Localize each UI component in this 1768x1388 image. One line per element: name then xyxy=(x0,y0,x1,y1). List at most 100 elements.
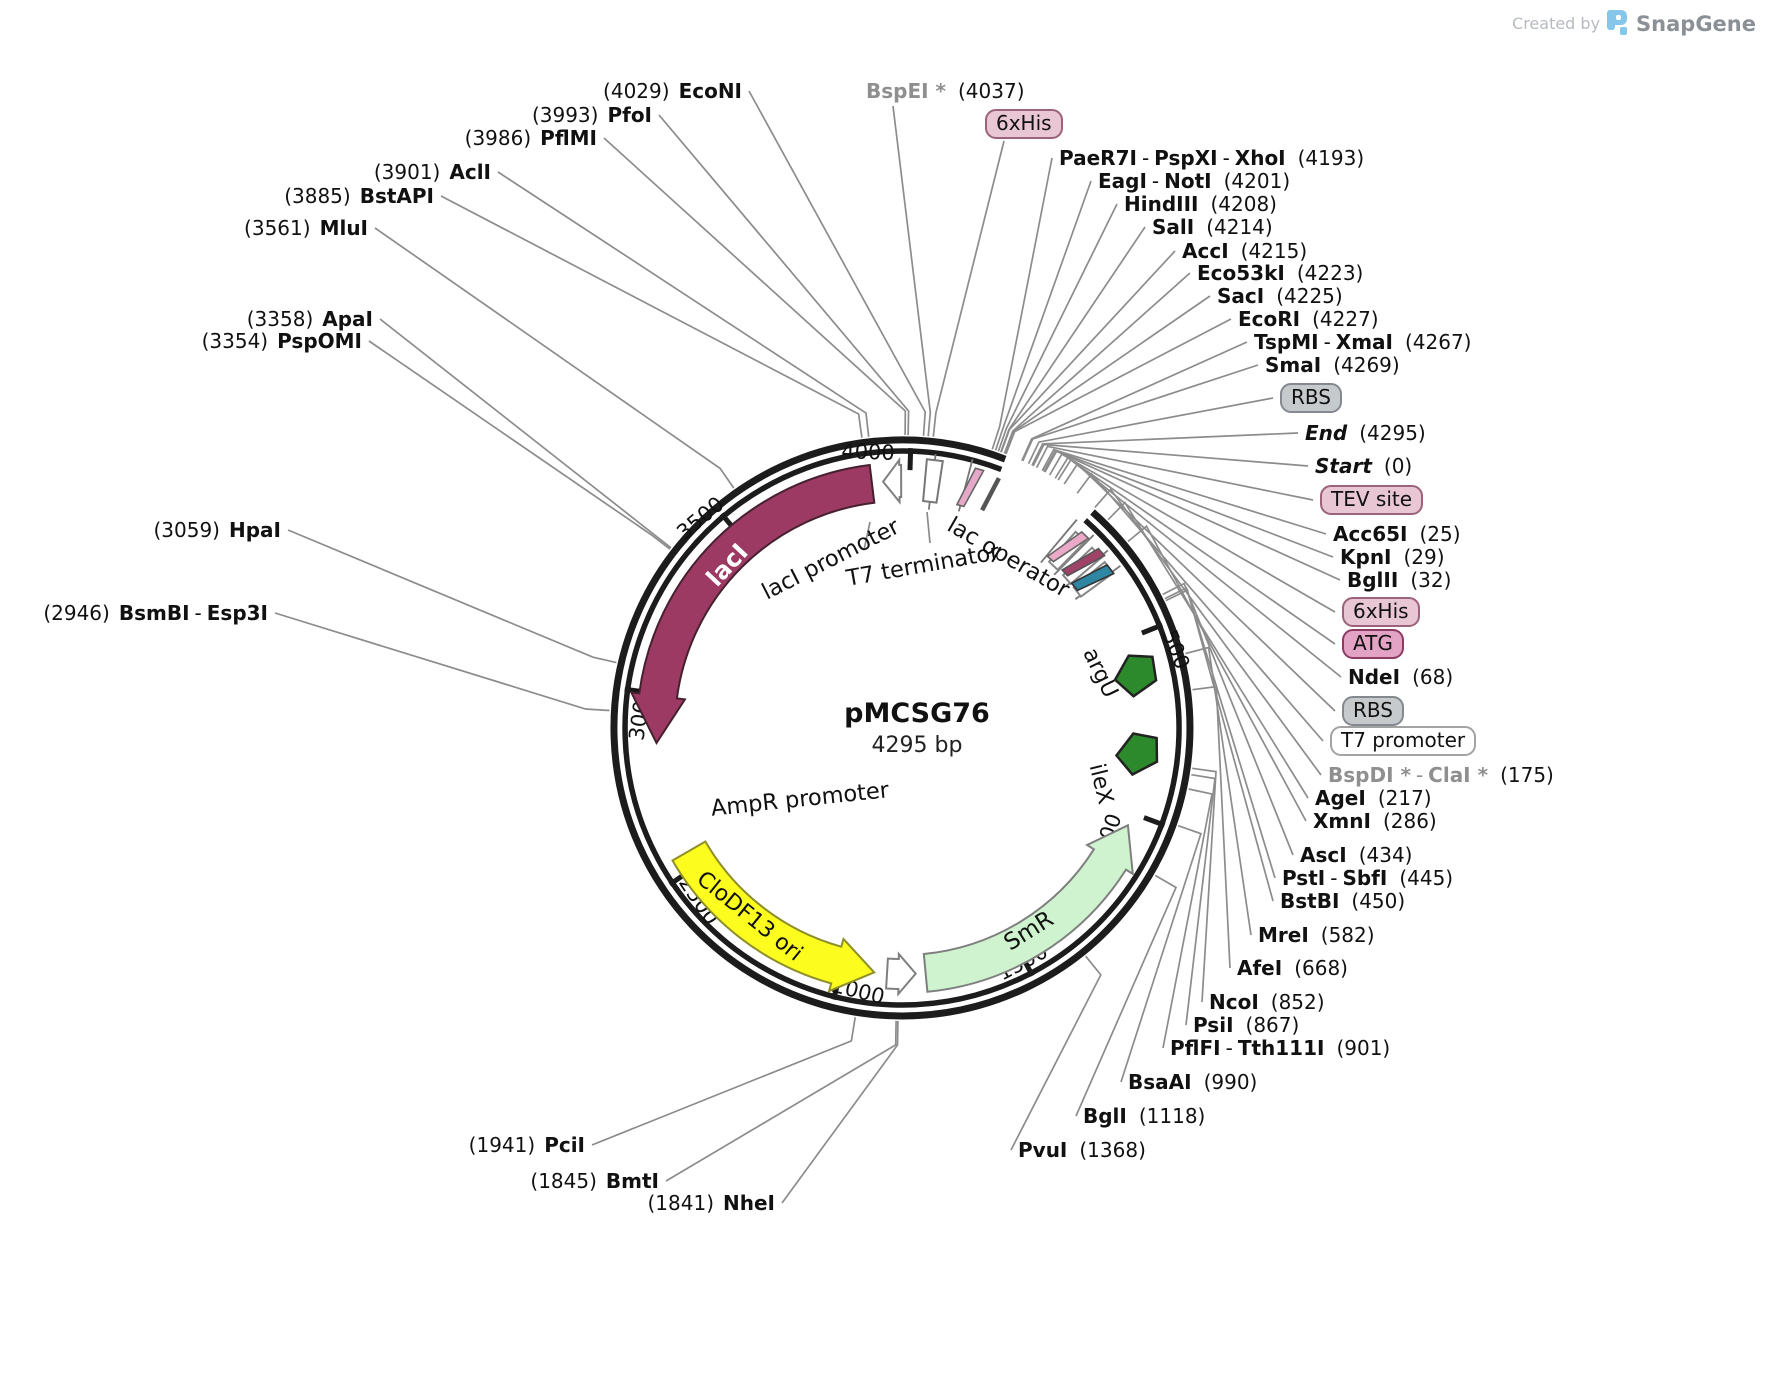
rbs-glyph xyxy=(1070,563,1115,592)
tick-1000 xyxy=(1143,815,1166,828)
backbone-outer-ring xyxy=(610,436,1194,1020)
leader-line-Start xyxy=(1032,443,1309,467)
leader-line-BmtI xyxy=(665,1020,897,1182)
leader-line-EcoNI xyxy=(748,90,927,436)
site-label-PciI: (1941) PciI xyxy=(468,1133,585,1157)
site-label-NdeI: NdeI (68) xyxy=(1348,665,1454,689)
site-label-NheI: (1841) NheI xyxy=(647,1191,776,1215)
leader-line-XmnI xyxy=(1127,524,1307,822)
leader-line-PflMI xyxy=(603,137,907,436)
site-label-AccI: AccI (4215) xyxy=(1182,239,1308,263)
site-label-HpaI: (3059) HpaI xyxy=(153,518,281,542)
site-label-RBS-1: RBS xyxy=(1280,383,1342,413)
glyph-stem-2 xyxy=(1040,519,1078,564)
site-label-XmnI: XmnI (286) xyxy=(1313,809,1437,833)
site-label-AgeI: AgeI (217) xyxy=(1315,786,1432,810)
feature-lacI xyxy=(629,463,876,746)
site-label-BstBI: BstBI (450) xyxy=(1280,889,1406,913)
site-label-TspMI-XmaI: TspMI - XmaI (4267) xyxy=(1254,330,1472,354)
site-label-BsaAI: BsaAI (990) xyxy=(1128,1070,1258,1094)
site-label-SalI: SalI (4214) xyxy=(1152,215,1273,239)
site-label-AfeI: AfeI (668) xyxy=(1237,956,1348,980)
site-label-PflFI-Tth111I: PflFI - Tth111I (901) xyxy=(1170,1036,1391,1060)
leader-line-TspMI-XmaI xyxy=(1021,341,1248,462)
tick-label-500: 500 xyxy=(1157,627,1194,673)
site-label-HindIII: HindIII (4208) xyxy=(1124,192,1277,216)
leader-line-T7-promoter xyxy=(1076,472,1324,742)
site-label-EcoNI: (4029) EcoNI xyxy=(603,79,742,103)
site-label-BglI: BglI (1118) xyxy=(1083,1104,1206,1128)
leader-line-PciI xyxy=(591,1017,857,1146)
site-label-EagI-NotI: EagI - NotI (4201) xyxy=(1098,169,1291,193)
tick-500 xyxy=(1140,622,1164,636)
site-label-T7-promoter: T7 promoter xyxy=(1330,726,1477,756)
site-label-AclI: (3901) AclI xyxy=(373,160,491,184)
lac-operator-glyph xyxy=(955,467,985,508)
leader-line-AgeI xyxy=(1107,501,1309,799)
leader-line-NcoI xyxy=(1192,767,1217,1003)
leader-line-BsmBI-Esp3I xyxy=(274,612,610,712)
label-stub-0 xyxy=(863,521,871,551)
AmpR-promoter-label: AmpR promoter xyxy=(710,777,891,822)
site-label-BspDI-ClaI: BspDI * - ClaI * (175) xyxy=(1328,763,1554,787)
site-label-ApaI: (3358) ApaI xyxy=(246,307,373,331)
feature-argU-arrow xyxy=(1113,654,1158,698)
T7-terminator-glyph xyxy=(922,458,944,504)
leader-line-BspEI xyxy=(892,105,932,437)
leader-line-NheI xyxy=(781,1020,899,1204)
feature-ileX-arrow xyxy=(1114,732,1159,777)
leader-line-BsaAI xyxy=(1120,824,1202,1083)
site-label-AscI: AscI (434) xyxy=(1300,843,1413,867)
site-label-SacI: SacI (4225) xyxy=(1217,284,1343,308)
site-label-RBS-2: RBS xyxy=(1342,696,1404,726)
site-label-BmtI: (1845) BmtI xyxy=(530,1169,659,1193)
site-label-BspEI: BspEI * (4037) xyxy=(866,79,1025,103)
site-label-PstI-SbfI: PstI - SbfI (445) xyxy=(1282,866,1454,890)
site-label-End: End (4295) xyxy=(1305,421,1426,445)
leader-line-6xHis-right xyxy=(1048,453,1336,613)
tick-label-4000: 4000 xyxy=(841,439,895,465)
leader-line-BstBI xyxy=(1165,588,1274,902)
site-label-PaeR7I-PspXI-XhoI: PaeR7I - PspXI - XhoI (4193) xyxy=(1059,146,1365,170)
site-label-ATG: ATG xyxy=(1342,629,1404,659)
feature-CloDF13-ori xyxy=(671,840,876,993)
leader-line-EagI-NotI xyxy=(994,180,1092,451)
plasmid-size: 4295 bp xyxy=(871,733,963,758)
leader-line-AclI xyxy=(497,171,870,437)
site-label-NcoI: NcoI (852) xyxy=(1209,990,1325,1014)
site-label-Acc65I: Acc65I (25) xyxy=(1333,522,1461,546)
leader-line-BspDI-ClaI xyxy=(1094,488,1322,776)
leader-line-HindIII xyxy=(997,203,1118,452)
marker-slash xyxy=(980,477,1001,512)
leader-line-SacI xyxy=(1004,295,1211,455)
leader-line-NdeI xyxy=(1057,458,1342,678)
site-label-SmaI: SmaI (4269) xyxy=(1265,353,1400,377)
leader-line-MreI xyxy=(1185,646,1252,936)
leader-line-PsiI xyxy=(1185,773,1216,1026)
leader-line-HpaI xyxy=(287,529,617,664)
leader-line-EcoRI xyxy=(1005,318,1232,455)
leader-line-TEV-site xyxy=(1035,445,1314,501)
site-label-Eco53kI: Eco53kI (4223) xyxy=(1197,261,1364,285)
leader-line-KpnI xyxy=(1042,449,1334,558)
snapgene-brand-text: SnapGene xyxy=(1636,11,1756,36)
site-label-6xHis-right: 6xHis xyxy=(1342,597,1420,627)
leader-line-PvuI xyxy=(1010,955,1102,1151)
site-label-6xHis-top: 6xHis xyxy=(985,109,1063,139)
tick-4000 xyxy=(907,448,914,471)
site-label-KpnI: KpnI (29) xyxy=(1340,545,1445,569)
tev-site-glyph xyxy=(1046,530,1090,563)
feature-lacI-promoter-arrow xyxy=(881,456,903,505)
glyph-stem-3 xyxy=(1053,534,1095,576)
backbone-inner-ring xyxy=(622,448,1182,1008)
leader-line-End xyxy=(1031,432,1299,466)
site-label-MreI: MreI (582) xyxy=(1258,923,1375,947)
site-label-PspOMI: (3354) PspOMI xyxy=(201,329,362,353)
leader-line-ApaI xyxy=(379,318,672,549)
feature-SmR xyxy=(922,823,1135,993)
leader-line-ATG xyxy=(1054,456,1336,645)
site-label-EcoRI: EcoRI (4227) xyxy=(1238,307,1379,331)
leader-line-BglI xyxy=(1075,874,1178,1117)
his6-glyph xyxy=(1060,547,1106,577)
